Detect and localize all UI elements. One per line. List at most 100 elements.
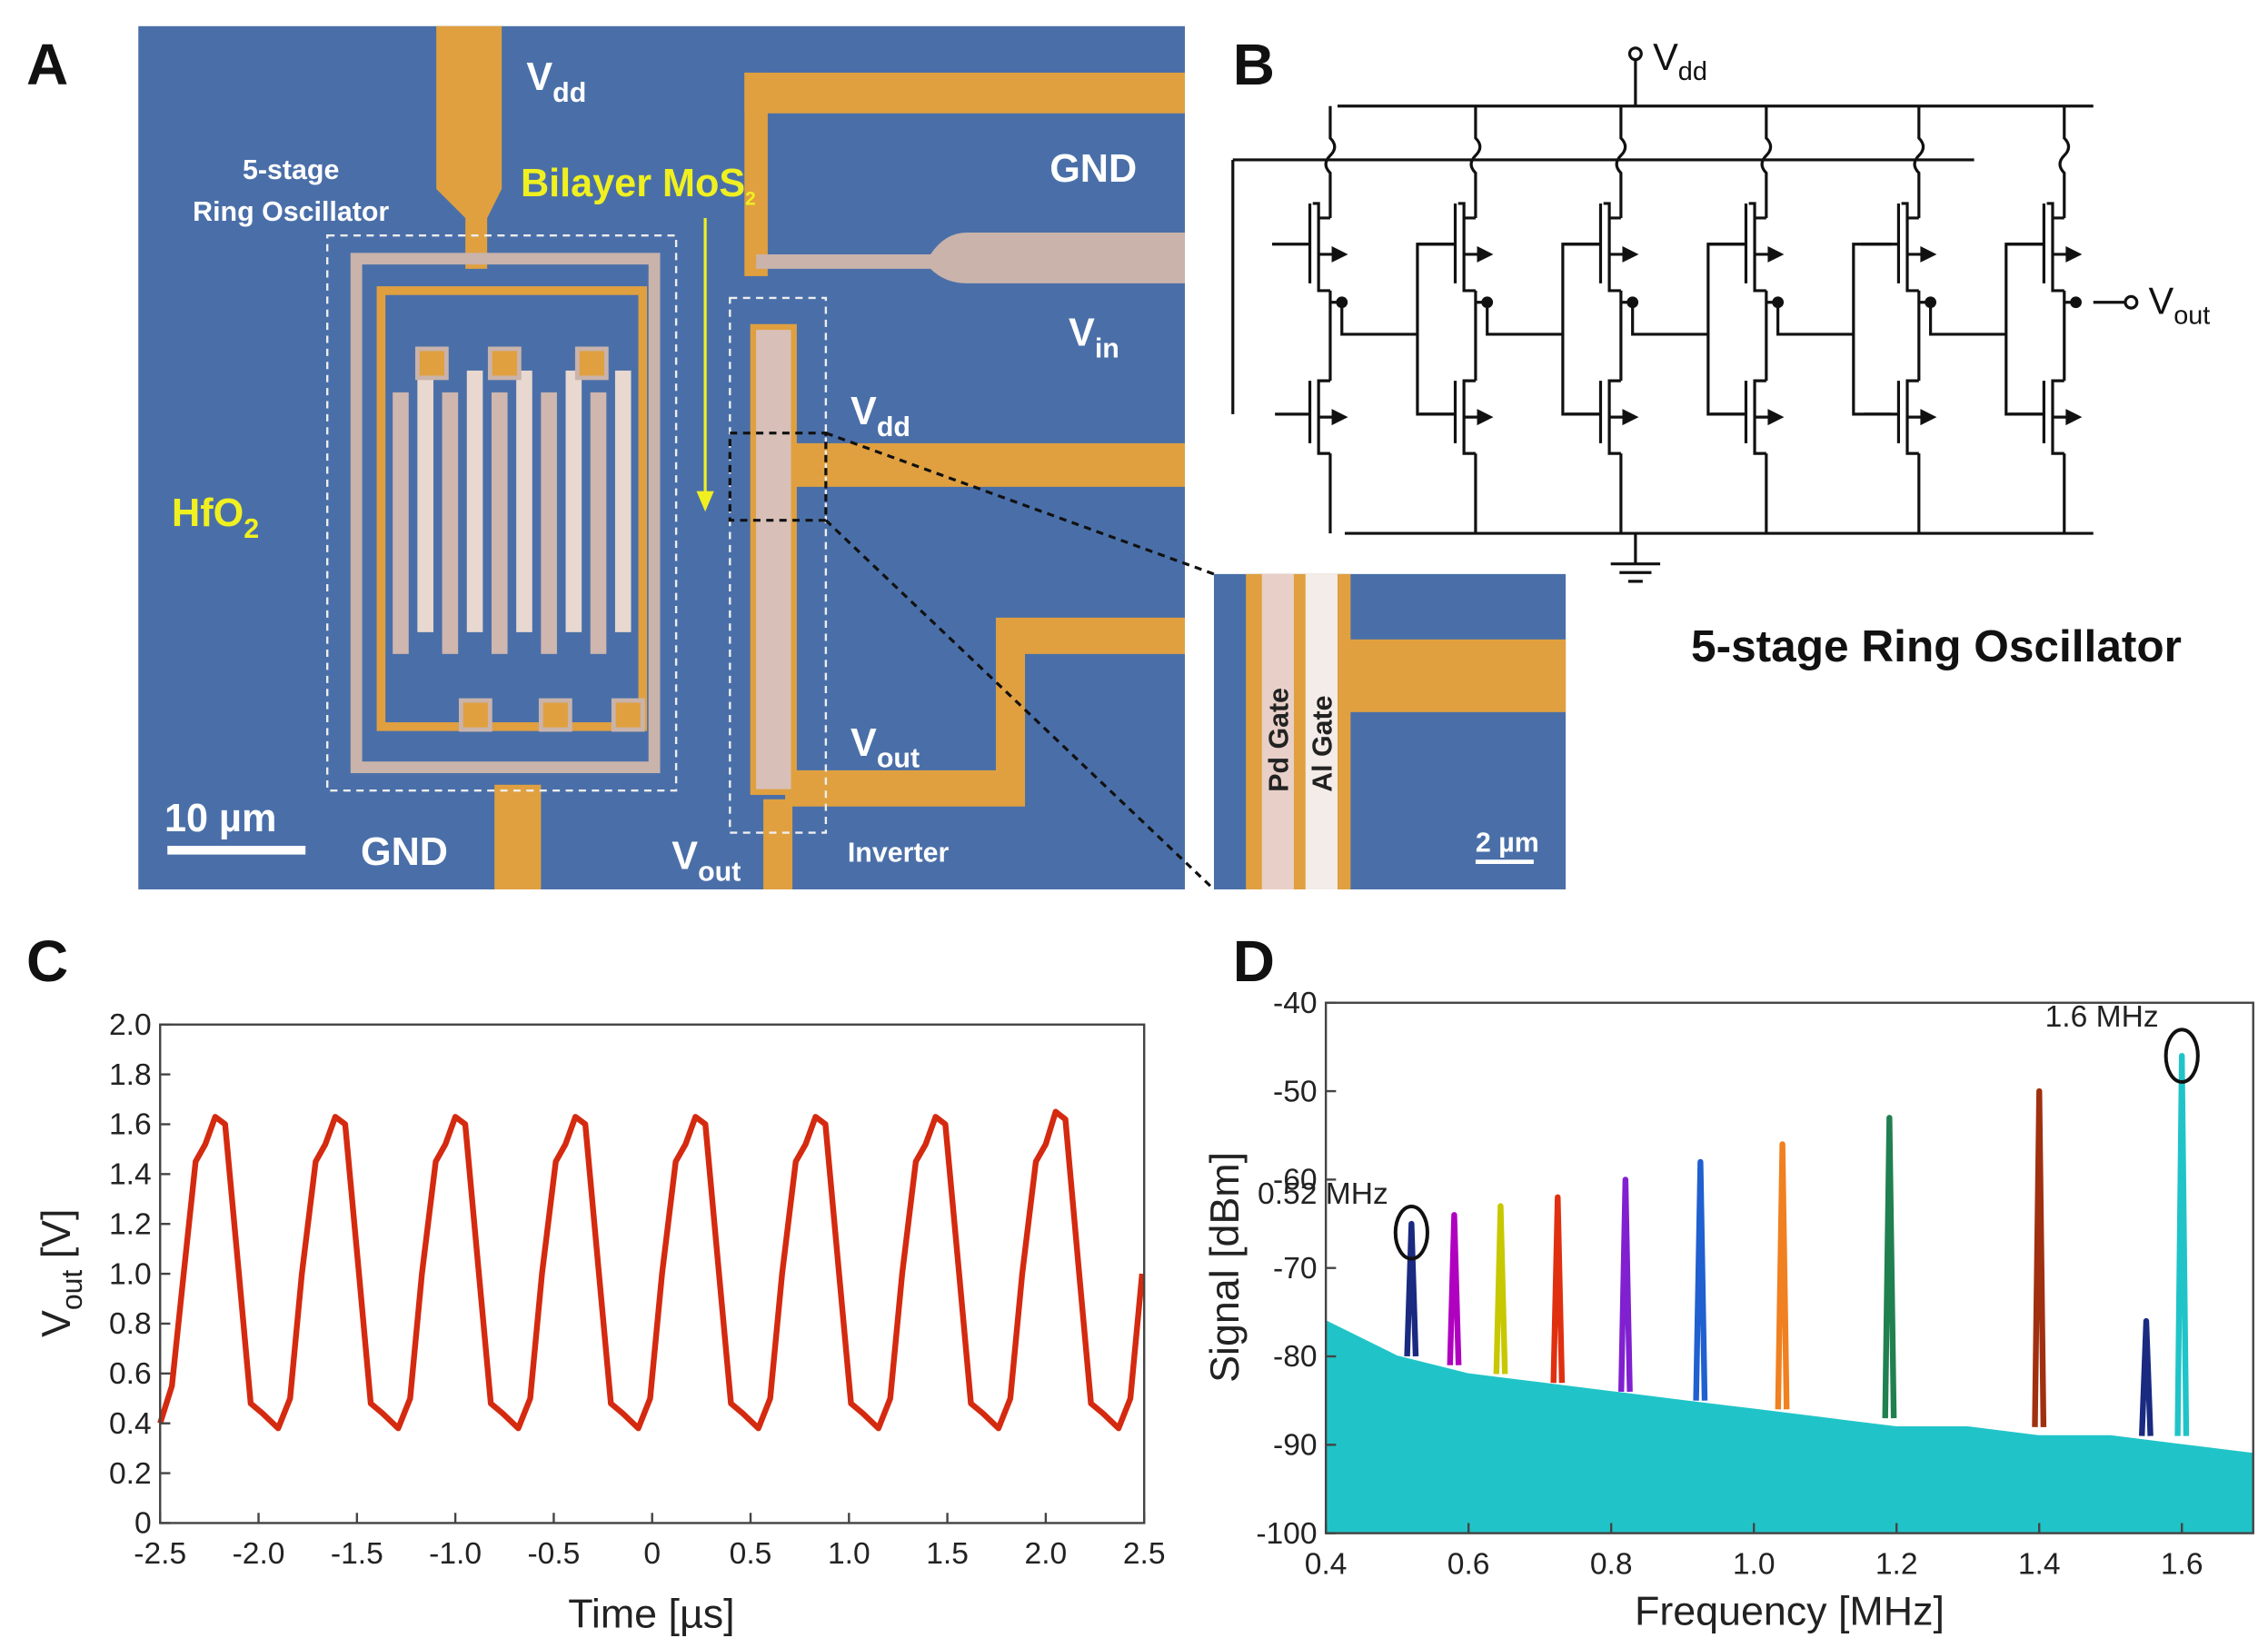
label: dd [552,77,586,108]
svg-text:Vdd: Vdd [850,390,910,442]
data-line [1404,1220,1419,1357]
wire [1486,243,1601,416]
svg-text:HfO2: HfO2 [172,491,259,544]
svg-text:Vout [V]: Vout [V] [34,1209,88,1338]
trace [744,72,1185,114]
trace [763,799,793,889]
y-tick-label: -90 [1273,1429,1318,1463]
electrode [516,370,532,632]
wire [1864,379,1923,455]
wire [1929,243,2044,416]
annotation: 1.6 MHz [2045,1000,2159,1034]
arrow [1920,245,1937,426]
x-tick-label: 2.0 [1025,1537,1068,1571]
y-tick-label: 0.6 [109,1357,152,1391]
y-tick-label: -60 [1273,1164,1318,1197]
label: 5-stage [243,154,339,185]
svg-text:Bilayer MoS2: Bilayer MoS2 [521,162,756,210]
wire [1901,202,1923,293]
dashed-box [325,233,678,792]
y-tick-label: 0 [134,1507,152,1541]
x-tick-label: 1.0 [828,1537,870,1571]
zoom-line [825,432,1215,576]
electrode [590,392,607,654]
pad [538,698,572,732]
x-tick-label: -0.5 [527,1537,580,1571]
label: GND [361,830,448,874]
data-line [1447,1212,1462,1365]
node [2070,296,2082,309]
label: out [877,743,920,774]
trace [1344,639,1567,712]
y-tick-label: 0.4 [109,1407,152,1441]
y-tick-label: 0.2 [109,1457,152,1491]
x-tick-label: 0.6 [1447,1547,1490,1581]
wire [1271,203,1312,283]
svg-text:Vout: Vout [671,835,741,888]
data-line [1618,1176,1633,1393]
panel-label: B [1233,32,1275,97]
plot-frame [159,1023,1146,1524]
electrode [393,392,409,654]
y-tick-label: 1.8 [109,1058,152,1092]
panel-label: D [1233,928,1275,994]
wire [2008,379,2067,455]
electrode [466,370,483,632]
wire [1562,203,1603,283]
data-line [2174,1052,2190,1436]
wire [1275,379,1334,455]
wire [1312,202,1334,293]
wire [1760,105,1773,218]
arrow [1477,245,1494,426]
wire [1631,243,1746,416]
wire [2005,203,2045,283]
schematic [1231,46,2139,583]
al-gate [1305,573,1338,889]
pad [574,346,609,381]
label: V [850,721,877,765]
y-tick-label: 0.8 [109,1307,152,1341]
arrow [1622,245,1639,426]
wire [1748,202,1770,293]
wire [1420,379,1479,455]
y-axis-label: [V] [34,1209,79,1270]
wire [2046,202,2067,293]
wire [1566,379,1625,455]
trace [792,442,1185,487]
noise-area [1325,1319,2254,1534]
trace [350,253,661,774]
y-tick-label: 1.0 [109,1257,152,1291]
panel-label: A [26,32,68,97]
label: V [1653,35,1678,78]
x-tick-label: 1.6 [2161,1547,2203,1581]
electrode [442,392,459,654]
y-axis-label: Signal [dBm] [1202,1152,1248,1383]
trace [744,72,768,276]
annotation-ring [2164,1028,2200,1084]
y-tick-label: 1.6 [109,1108,152,1142]
y-tick-label: -50 [1273,1075,1318,1108]
x-tick-label: 0.8 [1590,1547,1633,1581]
x-tick-label: 0.4 [1305,1547,1348,1581]
label: in [1095,333,1119,364]
svg-text:Vdd: Vdd [526,55,586,108]
x-tick-label: 1.2 [1875,1547,1918,1581]
label: GND [1049,147,1137,191]
y-tick-label: -40 [1273,987,1318,1020]
wire [1324,105,1337,218]
wire [1417,203,1457,283]
label: HfO [172,491,244,535]
label: out [698,856,741,887]
data-line [2032,1087,2047,1427]
x-tick-label: 0.5 [730,1537,772,1571]
x-tick-label: 0 [643,1537,661,1571]
x-tick-label: -1.5 [331,1537,383,1571]
wire [1615,105,1627,218]
data-line [1550,1194,1566,1384]
electrode [417,370,433,632]
y-tick-label: 1.2 [109,1207,152,1241]
x-tick-label: 1.4 [2018,1547,2061,1581]
x-tick-label: 2.5 [1123,1537,1166,1571]
wire [1913,105,1925,218]
